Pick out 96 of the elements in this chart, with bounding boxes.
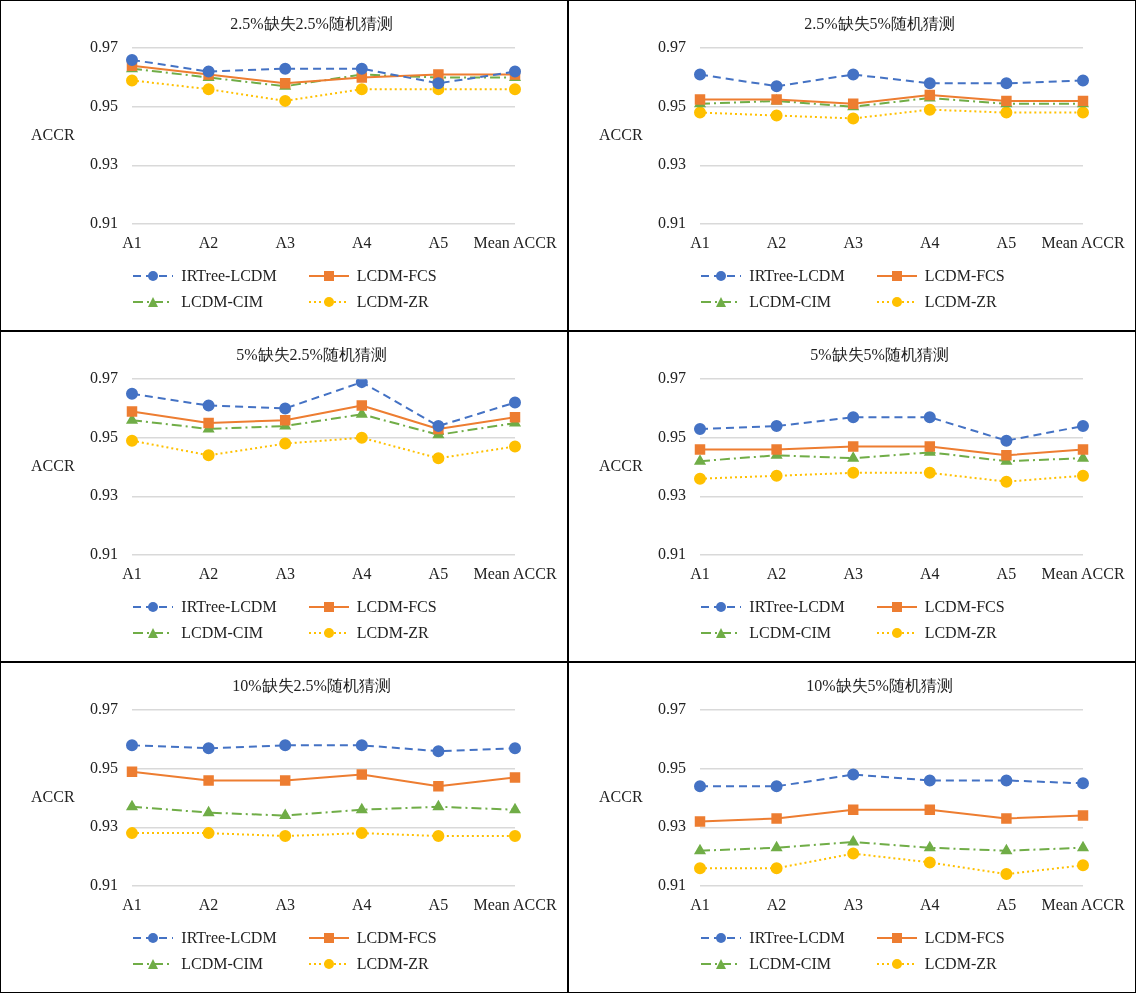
y-axis-title: ACCR bbox=[31, 126, 75, 144]
y-tick-label: 0.93 bbox=[658, 486, 686, 504]
legend-label: LCDM-CIM bbox=[181, 624, 264, 642]
x-tick-label: A1 bbox=[122, 895, 142, 913]
legend-label: LCDM-ZR bbox=[924, 293, 997, 311]
legend-label: LCDM-CIM bbox=[749, 293, 832, 311]
y-axis-title: ACCR bbox=[599, 457, 643, 475]
legend-label: IRTree-LCDM bbox=[181, 929, 277, 947]
legend-label: IRTree-LCDM bbox=[749, 598, 845, 616]
x-tick-label: A1 bbox=[690, 233, 710, 251]
legend-label: LCDM-FCS bbox=[356, 598, 437, 616]
y-axis-title: ACCR bbox=[599, 126, 643, 144]
legend-label: LCDM-ZR bbox=[356, 955, 429, 973]
x-tick-label: A2 bbox=[766, 895, 787, 913]
x-tick-label: A4 bbox=[352, 233, 372, 251]
legend-label: IRTree-LCDM bbox=[749, 929, 845, 947]
x-tick-label: A3 bbox=[843, 564, 863, 582]
legend-label: IRTree-LCDM bbox=[181, 267, 277, 285]
legend-label: LCDM-CIM bbox=[749, 624, 832, 642]
x-tick-label: A5 bbox=[428, 233, 449, 251]
y-tick-label: 0.95 bbox=[90, 758, 118, 776]
y-tick-label: 0.95 bbox=[658, 758, 686, 776]
legend-label: LCDM-FCS bbox=[924, 598, 1005, 616]
y-tick-label: 0.97 bbox=[90, 38, 118, 56]
y-tick-label: 0.93 bbox=[658, 817, 686, 835]
x-tick-label: A1 bbox=[122, 233, 142, 251]
x-tick-label: A4 bbox=[920, 233, 940, 251]
legend-label: IRTree-LCDM bbox=[749, 267, 845, 285]
x-tick-label: A3 bbox=[843, 233, 863, 251]
x-tick-label: A4 bbox=[920, 895, 940, 913]
y-tick-label: 0.93 bbox=[90, 486, 118, 504]
x-tick-label: A4 bbox=[352, 564, 372, 582]
y-tick-label: 0.95 bbox=[658, 96, 686, 114]
x-tick-label: Mean ACCR bbox=[473, 895, 557, 913]
x-tick-label: Mean ACCR bbox=[473, 233, 557, 251]
x-tick-label: A5 bbox=[428, 895, 449, 913]
y-axis-title: ACCR bbox=[599, 788, 643, 806]
x-tick-label: Mean ACCR bbox=[1041, 564, 1125, 582]
x-tick-label: A4 bbox=[920, 564, 940, 582]
x-tick-label: A5 bbox=[996, 895, 1017, 913]
x-tick-label: Mean ACCR bbox=[473, 564, 557, 582]
x-tick-label: A5 bbox=[996, 564, 1017, 582]
y-tick-label: 0.93 bbox=[90, 155, 118, 173]
y-tick-label: 0.91 bbox=[658, 545, 686, 562]
y-tick-label: 0.97 bbox=[90, 700, 118, 718]
x-tick-label: A5 bbox=[428, 564, 449, 582]
legend-label: LCDM-ZR bbox=[356, 293, 429, 311]
y-tick-label: 0.95 bbox=[658, 427, 686, 445]
y-tick-label: 0.97 bbox=[90, 369, 118, 387]
legend-label: LCDM-CIM bbox=[181, 293, 264, 311]
y-tick-label: 0.97 bbox=[658, 369, 686, 387]
x-tick-label: A3 bbox=[275, 895, 295, 913]
y-tick-label: 0.97 bbox=[658, 38, 686, 56]
y-tick-label: 0.91 bbox=[90, 214, 118, 231]
y-tick-label: 0.91 bbox=[658, 876, 686, 893]
x-tick-label: A2 bbox=[198, 564, 219, 582]
y-tick-label: 0.95 bbox=[90, 427, 118, 445]
legend-label: IRTree-LCDM bbox=[181, 598, 277, 616]
x-tick-label: A3 bbox=[275, 233, 295, 251]
y-tick-label: 0.91 bbox=[90, 876, 118, 893]
chart-title: 10%缺失5%随机猜测 bbox=[806, 676, 953, 694]
x-tick-label: A2 bbox=[766, 233, 787, 251]
y-axis-title: ACCR bbox=[31, 457, 75, 475]
chart-title: 10%缺失2.5%随机猜测 bbox=[232, 676, 391, 694]
x-tick-label: A1 bbox=[122, 564, 142, 582]
x-tick-label: A2 bbox=[766, 564, 787, 582]
y-tick-label: 0.91 bbox=[658, 214, 686, 231]
x-tick-label: A5 bbox=[996, 233, 1017, 251]
y-tick-label: 0.91 bbox=[90, 545, 118, 562]
legend-label: LCDM-FCS bbox=[924, 267, 1005, 285]
x-tick-label: A1 bbox=[690, 895, 710, 913]
x-tick-label: Mean ACCR bbox=[1041, 233, 1125, 251]
legend-label: LCDM-ZR bbox=[924, 624, 997, 642]
y-tick-label: 0.95 bbox=[90, 96, 118, 114]
legend-label: LCDM-ZR bbox=[924, 955, 997, 973]
x-tick-label: A3 bbox=[275, 564, 295, 582]
legend-label: LCDM-ZR bbox=[356, 624, 429, 642]
legend-label: LCDM-CIM bbox=[749, 955, 832, 973]
legend-label: LCDM-FCS bbox=[356, 267, 437, 285]
x-tick-label: A2 bbox=[198, 233, 219, 251]
chart-title: 5%缺失5%随机猜测 bbox=[810, 345, 949, 363]
legend-label: LCDM-FCS bbox=[356, 929, 437, 947]
x-tick-label: A3 bbox=[843, 895, 863, 913]
y-tick-label: 0.93 bbox=[90, 817, 118, 835]
chart-title: 2.5%缺失5%随机猜测 bbox=[804, 14, 955, 32]
y-tick-label: 0.93 bbox=[658, 155, 686, 173]
x-tick-label: A4 bbox=[352, 895, 372, 913]
chart-title: 5%缺失2.5%随机猜测 bbox=[236, 345, 387, 363]
x-tick-label: A2 bbox=[198, 895, 219, 913]
x-tick-label: A1 bbox=[690, 564, 710, 582]
y-axis-title: ACCR bbox=[31, 788, 75, 806]
y-tick-label: 0.97 bbox=[658, 700, 686, 718]
chart-title: 2.5%缺失2.5%随机猜测 bbox=[230, 14, 393, 32]
legend-label: LCDM-FCS bbox=[924, 929, 1005, 947]
legend-label: LCDM-CIM bbox=[181, 955, 264, 973]
x-tick-label: Mean ACCR bbox=[1041, 895, 1125, 913]
